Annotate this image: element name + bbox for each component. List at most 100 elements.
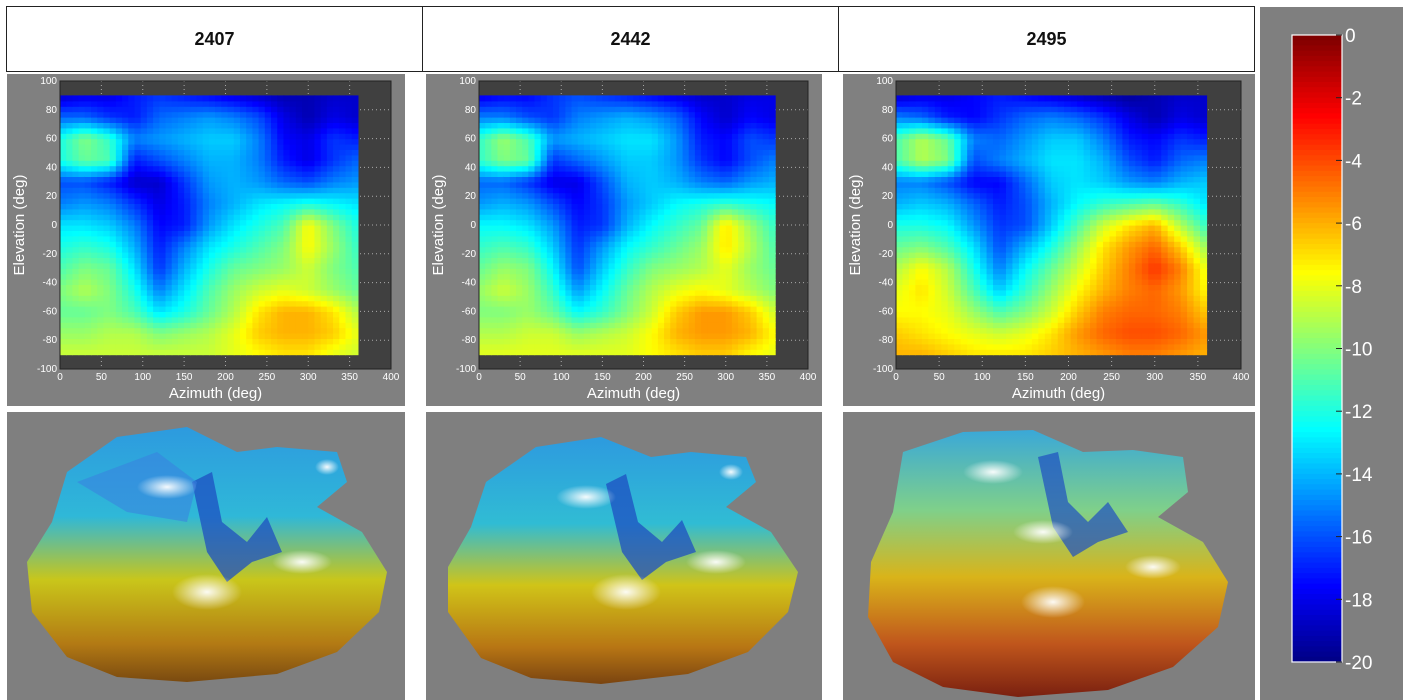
heatmap-cell (202, 160, 210, 167)
y-tick-label: 100 (459, 76, 476, 87)
heatmap-cell (103, 295, 111, 302)
heatmap-cell (66, 252, 74, 258)
heatmap-cell (215, 122, 222, 129)
heatmap-cell (66, 322, 74, 329)
heatmap-cell (153, 273, 160, 280)
heatmap-cell (215, 154, 222, 161)
heatmap-cell (590, 333, 597, 339)
heatmap-cell (577, 154, 585, 161)
heatmap-cell (485, 322, 492, 329)
x-tick-label: 400 (800, 372, 817, 383)
heatmap-cell (128, 333, 136, 339)
heatmap-cell (128, 225, 136, 231)
heatmap-cell (115, 100, 123, 107)
heatmap-cell (546, 241, 554, 248)
heatmap-cell (109, 268, 117, 275)
heatmap-cell (302, 230, 309, 237)
heatmap-cell (522, 268, 529, 275)
heatmap-cell (565, 252, 573, 258)
y-tick-label: -40 (462, 278, 477, 289)
heatmap-cell (103, 127, 111, 134)
heatmap-cell (246, 203, 253, 210)
heatmap-cell (208, 241, 216, 248)
heatmap-cell (78, 295, 86, 302)
heatmap-cell (565, 268, 573, 275)
heatmap-cell (302, 106, 309, 113)
heatmap-cell (707, 111, 715, 118)
heatmap-cell (289, 338, 297, 345)
heatmap-cell (345, 219, 353, 226)
heatmap-cell (215, 160, 222, 167)
heatmap-cell (1077, 349, 1085, 356)
heatmap-cell (546, 343, 554, 350)
heatmap-cell (264, 333, 272, 339)
heatmap-cell (639, 284, 647, 291)
heatmap-cell (768, 198, 776, 204)
heatmap-cell (534, 127, 542, 134)
heatmap-cell (516, 100, 523, 107)
heatmap-cell (596, 327, 603, 334)
heatmap-cell (528, 235, 536, 242)
heatmap-cell (688, 289, 696, 296)
heatmap-cell (522, 133, 529, 140)
heatmap-cell (719, 316, 727, 323)
heatmap-cell (239, 268, 247, 275)
heatmap-cell (707, 343, 715, 350)
axes-frame (478, 80, 809, 370)
heatmap-cell (719, 117, 727, 123)
heatmap-cell (596, 333, 603, 339)
heatmap-cell (768, 192, 776, 199)
heatmap-cell (122, 300, 129, 307)
heatmap-cell (221, 214, 229, 221)
heatmap-cell (271, 252, 278, 258)
heatmap-cell (159, 127, 167, 134)
heatmap-cell (351, 192, 359, 199)
heatmap-cell (295, 176, 303, 183)
heatmap-cell (620, 306, 628, 312)
heatmap-cell (283, 154, 291, 161)
heatmap-cell (302, 268, 309, 275)
heatmap-cell (707, 316, 715, 323)
heatmap-cell (97, 144, 105, 150)
heatmap-cell (84, 165, 92, 172)
heatmap-cell (583, 165, 591, 172)
heatmap-cell (762, 295, 770, 302)
heatmap-cell (670, 208, 677, 215)
heatmap-cell (571, 144, 579, 150)
heatmap-cell (967, 316, 975, 323)
heatmap-cell (277, 181, 285, 188)
heatmap-cell (246, 133, 253, 140)
heatmap-cell (590, 208, 597, 215)
heatmap-cell (670, 192, 677, 199)
heatmap-cell (590, 322, 597, 329)
heatmap-cell (258, 187, 266, 194)
heatmap-cell (60, 246, 67, 253)
heatmap-cell (351, 225, 359, 231)
heatmap-cell (565, 235, 573, 242)
heatmap-cell (264, 214, 272, 221)
heatmap-cell (688, 333, 696, 339)
heatmap-cell (128, 284, 136, 291)
heatmap-cell (725, 149, 733, 156)
heatmap-cell (184, 198, 191, 204)
heatmap-cell (750, 262, 758, 269)
heatmap-cell (608, 149, 616, 156)
heatmap-cell (1103, 333, 1111, 339)
heatmap-cell (762, 122, 770, 129)
heatmap-cell (128, 192, 136, 199)
heatmap-cell (1012, 349, 1020, 356)
heatmap-cell (97, 311, 105, 318)
heatmap-cell (84, 284, 92, 291)
heatmap-cell (103, 306, 111, 312)
heatmap-cell (177, 154, 185, 161)
heatmap-cell (577, 138, 585, 145)
heatmap-cell (351, 160, 359, 167)
heatmap-cell (146, 138, 154, 145)
heatmap-cell (146, 165, 154, 172)
heatmap-cell (497, 306, 505, 312)
heatmap-cell (246, 349, 253, 356)
heatmap-cell (159, 316, 167, 323)
heatmap-cell (171, 257, 179, 264)
heatmap-cell (202, 343, 210, 350)
heatmap-cell (639, 219, 647, 226)
